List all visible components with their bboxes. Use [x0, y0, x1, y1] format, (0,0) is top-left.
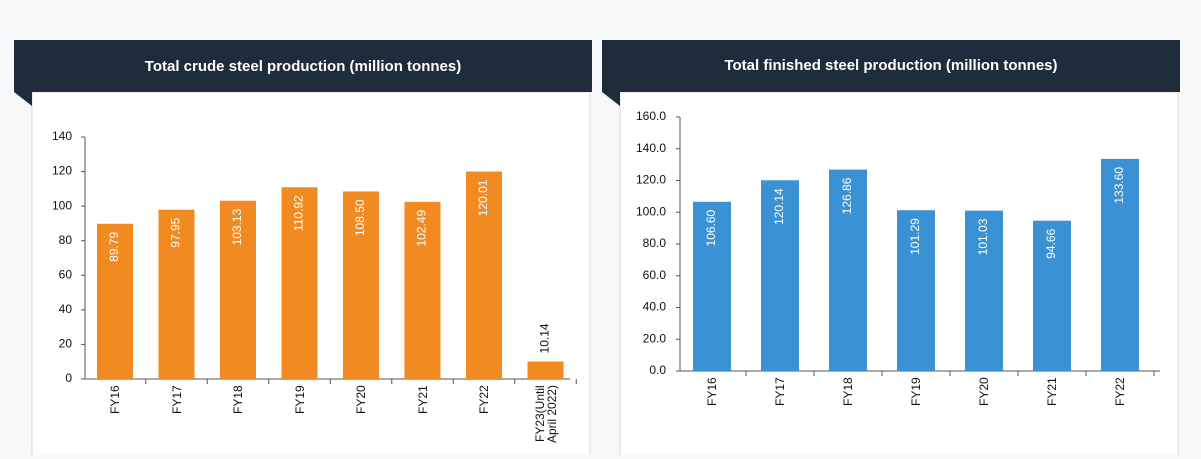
- x-tick-label: FY22: [1113, 377, 1127, 406]
- y-tick-label: 120.0: [636, 173, 666, 187]
- x-tick-label: FY20: [977, 377, 991, 406]
- x-tick-label: FY16: [705, 377, 719, 406]
- y-tick-label: 60.0: [643, 268, 667, 282]
- y-tick-label: 0.0: [649, 363, 666, 377]
- x-tick-label: FY17: [773, 377, 787, 406]
- value-label: 110.92: [292, 195, 306, 231]
- bar: [158, 209, 195, 379]
- value-label: 120.01: [476, 179, 490, 216]
- bar: [897, 210, 935, 371]
- x-tick-label: FY18: [841, 377, 855, 406]
- header-fold: [602, 92, 620, 106]
- value-label: 101.03: [976, 218, 990, 255]
- y-tick-label: 80.0: [643, 236, 667, 250]
- value-label: 102.49: [415, 210, 429, 247]
- value-label: 101.29: [908, 218, 922, 255]
- x-tick-label: FY18: [231, 385, 245, 414]
- y-tick-label: 60: [59, 267, 73, 281]
- y-tick-label: 100.0: [636, 204, 666, 218]
- bar: [97, 223, 133, 379]
- y-tick-label: 100: [52, 198, 72, 212]
- y-tick-label: 140.0: [636, 141, 666, 155]
- value-label: 133.60: [1112, 167, 1126, 204]
- x-tick-label: FY19: [909, 377, 923, 406]
- y-tick-label: 160.0: [636, 109, 666, 123]
- y-tick-label: 80: [59, 233, 73, 247]
- y-tick-label: 120: [52, 164, 72, 178]
- bar: [1101, 158, 1139, 371]
- bar: [466, 171, 502, 379]
- y-tick-label: 40: [59, 302, 73, 316]
- bar: [527, 361, 564, 379]
- x-tick-label: FY19: [292, 385, 307, 414]
- value-label: 126.86: [840, 177, 854, 214]
- y-tick-label: 20.0: [643, 331, 667, 345]
- bar: [1033, 220, 1071, 371]
- value-label: 89.79: [107, 231, 121, 261]
- x-tick-label: FY17: [169, 385, 184, 414]
- chart-title: Total finished steel production (million…: [724, 57, 1057, 74]
- x-tick-label: FY20: [354, 385, 368, 414]
- value-label: 103.13: [230, 208, 244, 245]
- y-tick-label: 40.0: [643, 300, 667, 314]
- bar: [281, 187, 318, 379]
- y-tick-label: 0: [65, 371, 72, 385]
- value-label: 106.60: [704, 209, 718, 246]
- value-label: 10.14: [538, 323, 552, 353]
- y-tick-label: 20: [59, 337, 73, 351]
- panel-header: [602, 40, 1180, 92]
- header-fold: [14, 92, 32, 106]
- bar: [829, 169, 867, 371]
- value-label: 97.95: [169, 217, 183, 247]
- bar: [761, 180, 799, 371]
- value-label: 120.14: [772, 188, 786, 225]
- bar: [220, 200, 256, 379]
- value-label: 108.50: [353, 199, 367, 236]
- bar: [404, 201, 441, 379]
- panel-header: [14, 40, 592, 92]
- x-tick-label: FY21: [1045, 377, 1059, 406]
- y-tick-label: 140: [52, 129, 72, 143]
- bar: [693, 201, 731, 371]
- value-label: 94.66: [1044, 228, 1058, 258]
- x-tick-label: FY16: [108, 385, 122, 414]
- chart-title: Total crude steel production (million to…: [145, 58, 461, 75]
- bar: [343, 191, 379, 379]
- x-tick-label: FY23(Until April 2022): [532, 385, 559, 444]
- bar: [965, 210, 1003, 371]
- x-tick-label: FY21: [415, 385, 430, 414]
- x-tick-label: FY22: [477, 385, 491, 414]
